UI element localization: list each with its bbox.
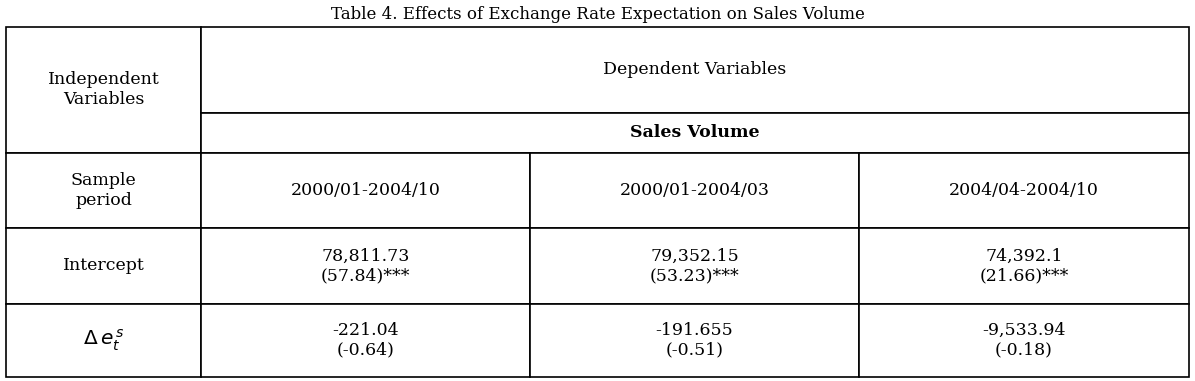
- Text: Independent
Variables: Independent Variables: [48, 72, 159, 108]
- Text: -191.655
(-0.51): -191.655 (-0.51): [656, 322, 734, 359]
- Text: 79,352.15
(53.23)***: 79,352.15 (53.23)***: [650, 248, 740, 284]
- Text: -221.04
(-0.64): -221.04 (-0.64): [332, 322, 399, 359]
- Text: Table 4. Effects of Exchange Rate Expectation on Sales Volume: Table 4. Effects of Exchange Rate Expect…: [331, 6, 864, 23]
- Text: $\Delta\,e_{t}^{\,s}$: $\Delta\,e_{t}^{\,s}$: [82, 328, 124, 353]
- Text: Sales Volume: Sales Volume: [630, 124, 760, 141]
- Text: Sample
period: Sample period: [71, 172, 136, 209]
- Text: Intercept: Intercept: [62, 258, 145, 274]
- Text: 78,811.73
(57.84)***: 78,811.73 (57.84)***: [321, 248, 410, 284]
- Text: -9,533.94
(-0.18): -9,533.94 (-0.18): [982, 322, 1066, 359]
- Text: Dependent Variables: Dependent Variables: [603, 61, 786, 78]
- Text: 2004/04-2004/10: 2004/04-2004/10: [949, 182, 1099, 199]
- Text: 74,392.1
(21.66)***: 74,392.1 (21.66)***: [979, 248, 1068, 284]
- Text: 2000/01-2004/10: 2000/01-2004/10: [290, 182, 441, 199]
- Text: 2000/01-2004/03: 2000/01-2004/03: [619, 182, 770, 199]
